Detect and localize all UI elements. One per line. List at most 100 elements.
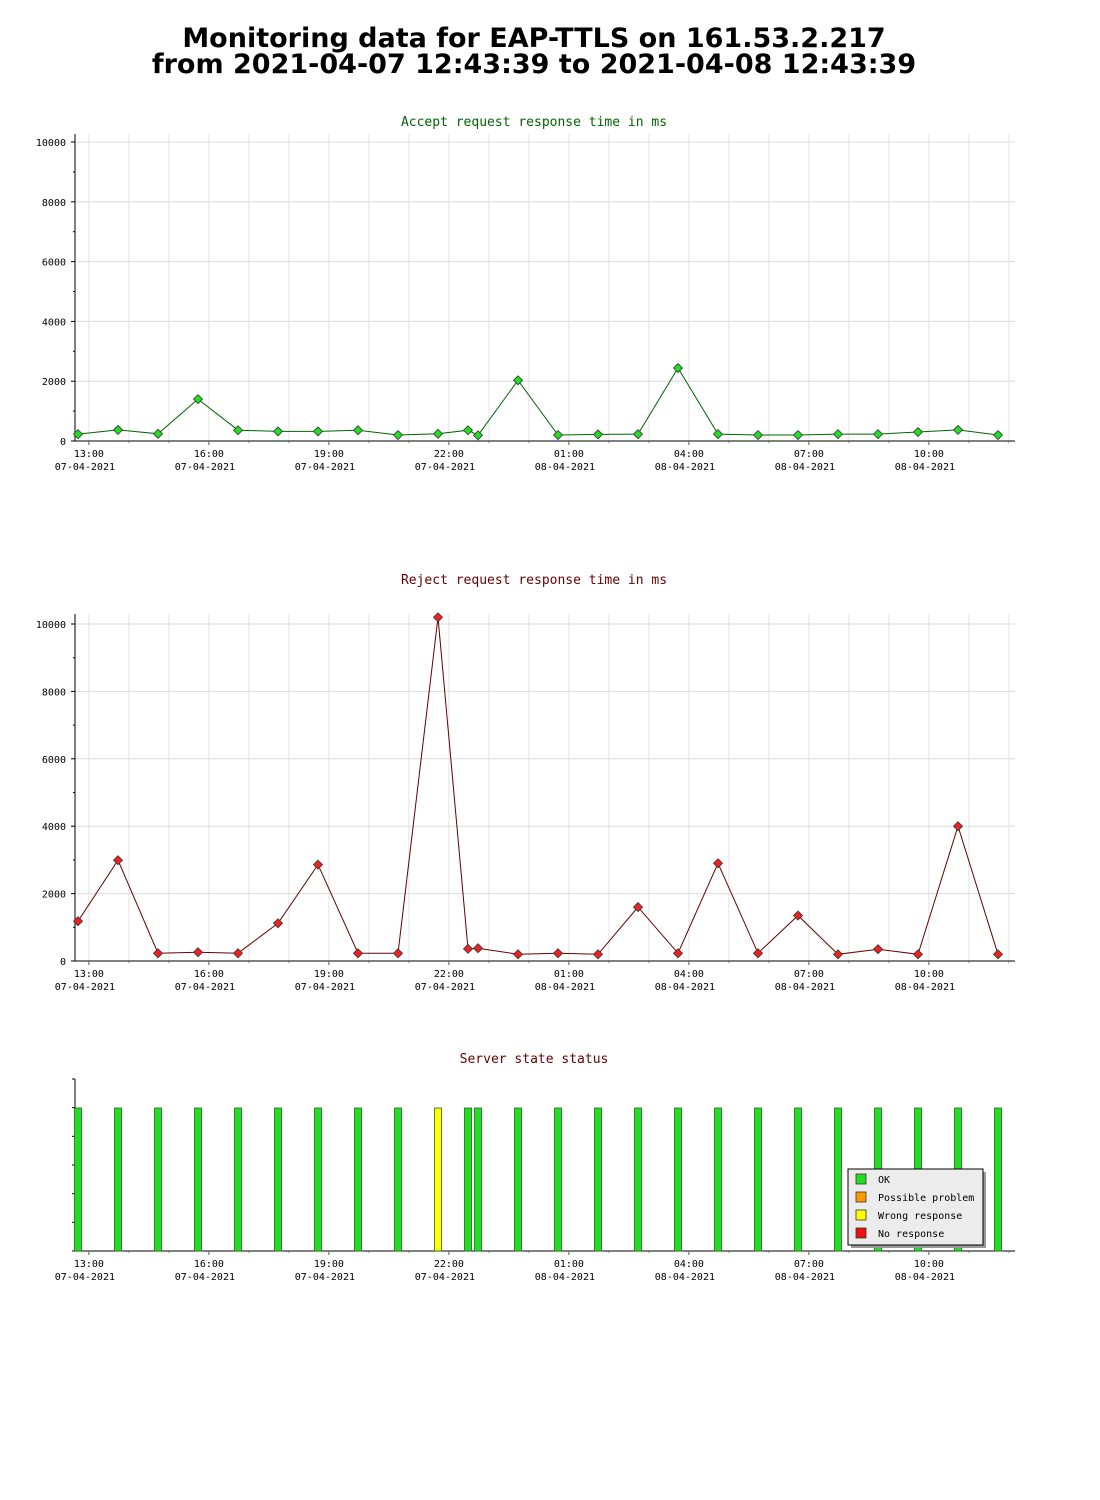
chart-title: Server state status <box>460 1052 609 1067</box>
x-tick-label-date: 08-04-2021 <box>655 462 715 473</box>
data-point <box>672 362 684 374</box>
data-point <box>312 426 324 437</box>
x-tick-label-time: 10:00 <box>914 969 944 980</box>
data-point <box>512 949 524 960</box>
status-bar <box>74 1107 82 1252</box>
legend-label: Possible problem <box>878 1193 974 1204</box>
status-bar <box>714 1107 722 1252</box>
x-tick-label-time: 13:00 <box>74 969 104 980</box>
data-point <box>112 855 124 866</box>
status-bar <box>434 1107 442 1252</box>
status-bar <box>234 1107 242 1252</box>
data-point <box>552 429 564 441</box>
x-tick-label-date: 07-04-2021 <box>175 1272 235 1283</box>
status-bar <box>794 1107 802 1252</box>
y-tick-label: 2000 <box>42 890 66 901</box>
x-tick-label-time: 04:00 <box>674 1259 704 1270</box>
data-point <box>832 429 844 440</box>
x-tick-label-date: 07-04-2021 <box>55 982 115 993</box>
data-point <box>992 429 1004 441</box>
status-bar <box>474 1107 482 1252</box>
accept-chart: Accept request response time in ms 0 2000 4… <box>36 115 1015 473</box>
y-tick-label: 8000 <box>42 687 66 698</box>
legend-swatch <box>855 1173 867 1185</box>
status-bar <box>594 1107 602 1252</box>
x-tick-label-date: 07-04-2021 <box>415 462 475 473</box>
y-tick-label: 6000 <box>42 755 66 766</box>
data-point <box>352 425 364 436</box>
status-bar <box>354 1107 362 1252</box>
x-tick-label-date: 07-04-2021 <box>295 462 355 473</box>
x-tick-label-time: 16:00 <box>194 969 224 980</box>
x-tick-label-date: 08-04-2021 <box>535 982 595 993</box>
legend-label: OK <box>878 1175 890 1186</box>
x-tick-label-time: 01:00 <box>554 969 584 980</box>
y-tick-label: 4000 <box>42 822 66 833</box>
x-tick-label-time: 22:00 <box>434 449 464 460</box>
x-tick-label-date: 08-04-2021 <box>775 1272 835 1283</box>
data-point <box>712 858 724 869</box>
x-tick-label-date: 07-04-2021 <box>55 1272 115 1283</box>
legend-swatch <box>855 1209 867 1221</box>
data-point <box>712 429 724 440</box>
data-point <box>272 918 284 929</box>
x-tick-label-time: 22:00 <box>434 969 464 980</box>
data-point <box>672 948 684 959</box>
status-bar <box>674 1107 682 1252</box>
y-tick-label: 4000 <box>42 317 66 328</box>
x-tick-label-time: 19:00 <box>314 449 344 460</box>
data-point <box>472 943 484 954</box>
x-tick-label-time: 13:00 <box>74 449 104 460</box>
x-tick-label-time: 04:00 <box>674 449 704 460</box>
x-tick-label-time: 07:00 <box>794 1259 824 1270</box>
legend-swatch <box>855 1227 867 1239</box>
data-point <box>752 429 764 441</box>
data-point <box>462 943 474 954</box>
legend-swatch <box>855 1191 867 1203</box>
x-tick-label-time: 01:00 <box>554 449 584 460</box>
x-tick-label-time: 22:00 <box>434 1259 464 1270</box>
data-point <box>752 948 764 959</box>
x-tick-label-date: 07-04-2021 <box>55 462 115 473</box>
x-tick-label-date: 08-04-2021 <box>775 462 835 473</box>
data-point <box>792 429 804 441</box>
data-point <box>552 948 564 959</box>
status-bar <box>554 1107 562 1252</box>
data-point <box>792 910 804 921</box>
x-tick-label-date: 08-04-2021 <box>655 1272 715 1283</box>
status-bar <box>994 1107 1002 1252</box>
data-point <box>192 394 204 405</box>
data-point <box>912 426 924 438</box>
x-tick-label-time: 19:00 <box>314 1259 344 1270</box>
status-bar <box>114 1107 122 1252</box>
reject-chart: Reject request response time in ms 0 2000 4… <box>36 573 1015 993</box>
x-tick-label-time: 10:00 <box>914 1259 944 1270</box>
data-point <box>832 949 844 960</box>
data-point <box>592 949 604 960</box>
status-chart: Server state status 13:00 07-04-2021 16:00 0… <box>55 1052 1015 1283</box>
data-point <box>432 612 444 623</box>
legend-label: No response <box>878 1229 944 1240</box>
x-tick-label-time: 16:00 <box>194 1259 224 1270</box>
y-tick-label: 10000 <box>36 138 66 149</box>
series-line <box>77 617 999 955</box>
x-tick-label-date: 08-04-2021 <box>895 462 955 473</box>
data-point <box>872 429 884 440</box>
data-point <box>392 429 404 441</box>
y-tick-label: 0 <box>60 957 66 968</box>
status-bar <box>314 1107 322 1252</box>
data-point <box>512 375 524 386</box>
data-point <box>472 430 484 441</box>
data-point <box>272 426 284 437</box>
x-tick-label-date: 08-04-2021 <box>535 1272 595 1283</box>
x-tick-label-date: 08-04-2021 <box>775 982 835 993</box>
x-tick-label-date: 08-04-2021 <box>655 982 715 993</box>
x-tick-label-time: 19:00 <box>314 969 344 980</box>
data-point <box>632 902 644 913</box>
x-tick-label-time: 13:00 <box>74 1259 104 1270</box>
x-tick-label-time: 04:00 <box>674 969 704 980</box>
legend-label: Wrong response <box>878 1211 962 1222</box>
x-tick-label-time: 16:00 <box>194 449 224 460</box>
x-tick-label-time: 07:00 <box>794 969 824 980</box>
